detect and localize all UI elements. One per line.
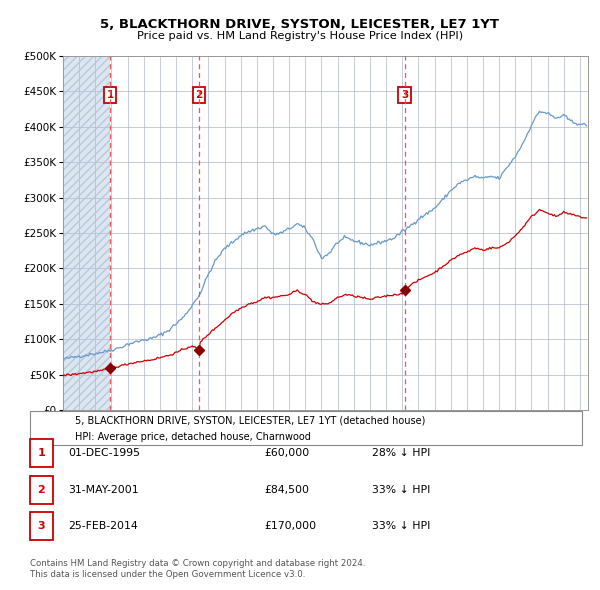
Text: This data is licensed under the Open Government Licence v3.0.: This data is licensed under the Open Gov… bbox=[30, 571, 305, 579]
Text: 31-MAY-2001: 31-MAY-2001 bbox=[68, 485, 139, 494]
Text: 1: 1 bbox=[38, 448, 45, 458]
Text: £60,000: £60,000 bbox=[264, 448, 309, 458]
Text: £170,000: £170,000 bbox=[264, 522, 316, 531]
Bar bbox=[63, 56, 110, 410]
Text: 5, BLACKTHORN DRIVE, SYSTON, LEICESTER, LE7 1YT (detached house): 5, BLACKTHORN DRIVE, SYSTON, LEICESTER, … bbox=[75, 416, 425, 426]
Text: 1: 1 bbox=[106, 90, 114, 100]
Text: 25-FEB-2014: 25-FEB-2014 bbox=[68, 522, 137, 531]
Text: 28% ↓ HPI: 28% ↓ HPI bbox=[372, 448, 430, 458]
Text: 01-DEC-1995: 01-DEC-1995 bbox=[68, 448, 140, 458]
Text: 3: 3 bbox=[38, 522, 45, 531]
Text: 3: 3 bbox=[401, 90, 409, 100]
Text: 5, BLACKTHORN DRIVE, SYSTON, LEICESTER, LE7 1YT: 5, BLACKTHORN DRIVE, SYSTON, LEICESTER, … bbox=[101, 18, 499, 31]
Text: HPI: Average price, detached house, Charnwood: HPI: Average price, detached house, Char… bbox=[75, 432, 311, 442]
Text: Price paid vs. HM Land Registry's House Price Index (HPI): Price paid vs. HM Land Registry's House … bbox=[137, 31, 463, 41]
Text: 33% ↓ HPI: 33% ↓ HPI bbox=[372, 522, 430, 531]
Text: Contains HM Land Registry data © Crown copyright and database right 2024.: Contains HM Land Registry data © Crown c… bbox=[30, 559, 365, 568]
Text: £84,500: £84,500 bbox=[264, 485, 309, 494]
Text: 2: 2 bbox=[38, 485, 45, 494]
Text: 2: 2 bbox=[196, 90, 203, 100]
Text: 33% ↓ HPI: 33% ↓ HPI bbox=[372, 485, 430, 494]
Bar bbox=[63, 56, 110, 410]
